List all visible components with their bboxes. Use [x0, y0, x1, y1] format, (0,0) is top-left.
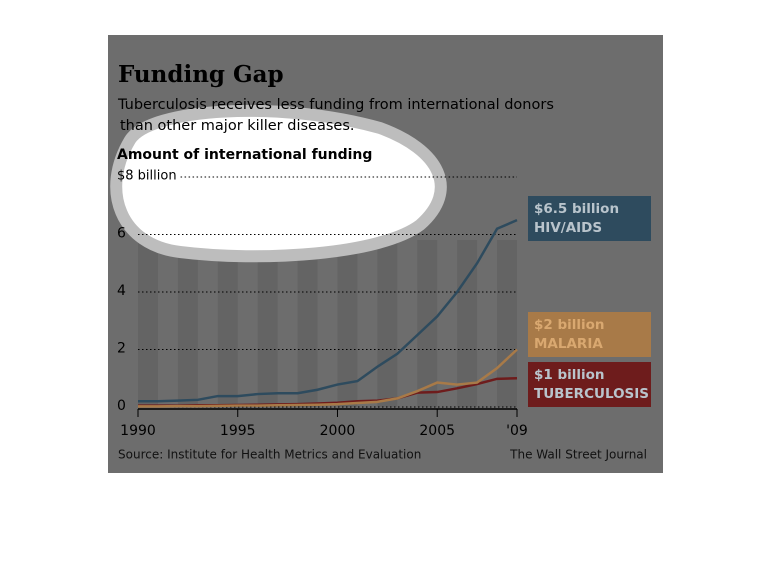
legend-box: [528, 362, 651, 407]
legend-value: $1 billion: [534, 367, 605, 383]
y-tick-label: 0: [117, 398, 126, 414]
chart-title: Funding Gap: [118, 61, 284, 88]
year-stripe: [297, 240, 318, 407]
legend-name: HIV/AIDS: [534, 220, 602, 236]
year-stripe: [257, 240, 278, 407]
credit: The Wall Street Journal: [509, 448, 647, 462]
year-stripe: [457, 240, 478, 407]
y-axis-label: Amount of international funding: [117, 147, 372, 163]
subtitle: than other major killer diseases.: [120, 118, 355, 134]
subtitle: Tuberculosis receives less funding from …: [117, 97, 554, 113]
year-stripe: [337, 240, 358, 407]
year-stripe: [177, 240, 198, 407]
y-tick-label: 2: [117, 341, 126, 357]
x-tick-label: '09: [506, 423, 528, 439]
legend-name: TUBERCULOSIS: [534, 386, 649, 402]
legend-box: [528, 196, 651, 241]
highlight-blob: [110, 104, 447, 263]
y-tick-label: 6: [117, 226, 126, 242]
legend-box: [528, 312, 651, 357]
year-stripe: [377, 240, 398, 407]
x-tick-label: 1990: [120, 423, 156, 439]
source: Source: Institute for Health Metrics and…: [118, 448, 421, 462]
x-tick-label: 2005: [419, 423, 455, 439]
legend-name: MALARIA: [534, 336, 603, 352]
year-stripe: [497, 240, 517, 407]
y-tick-label: $8 billion: [117, 169, 177, 184]
x-tick-label: 2000: [320, 423, 356, 439]
year-stripe: [417, 240, 438, 407]
y-tick-label: 4: [117, 283, 126, 299]
year-stripe: [138, 240, 158, 407]
x-tick-label: 1995: [220, 423, 256, 439]
legend-value: $2 billion: [534, 317, 605, 333]
series-line: [138, 218, 518, 403]
year-stripe: [217, 240, 238, 407]
legend-value: $6.5 billion: [534, 201, 619, 217]
series-line: [138, 348, 518, 408]
